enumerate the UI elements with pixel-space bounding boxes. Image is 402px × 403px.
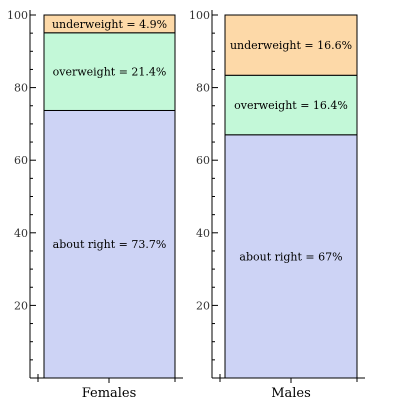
y-tick-label: 100 bbox=[189, 9, 210, 22]
bar-segment bbox=[224, 14, 358, 76]
bar-segment bbox=[224, 134, 358, 379]
segment-label: overweight = 21.4% bbox=[53, 66, 167, 79]
y-tick-label: 60 bbox=[14, 154, 28, 167]
category-label: Females bbox=[82, 386, 137, 401]
y-tick-label: 100 bbox=[7, 9, 28, 22]
y-tick-label: 40 bbox=[14, 227, 28, 240]
bar-segment bbox=[43, 109, 176, 379]
y-tick-label: 40 bbox=[196, 227, 210, 240]
y-tick-label: 20 bbox=[14, 299, 28, 312]
y-tick-label: 60 bbox=[196, 154, 210, 167]
category-label: Males bbox=[271, 386, 311, 401]
segment-label: about right = 73.7% bbox=[53, 238, 167, 251]
females-panel: about right = 73.7% overweight = 21.4% und… bbox=[7, 9, 183, 401]
segment-label: about right = 67% bbox=[239, 250, 342, 263]
y-tick-label: 80 bbox=[14, 82, 28, 95]
segment-label: underweight = 16.6% bbox=[230, 39, 352, 52]
segment-label: underweight = 4.9% bbox=[52, 18, 167, 31]
bar-segment bbox=[43, 14, 176, 34]
y-tick-label: 20 bbox=[196, 299, 210, 312]
bar-segment bbox=[43, 32, 176, 111]
y-tick-label: 80 bbox=[196, 82, 210, 95]
males-panel: about right = 67% overweight = 16.4% under… bbox=[189, 9, 365, 401]
segment-label: overweight = 16.4% bbox=[234, 99, 348, 112]
